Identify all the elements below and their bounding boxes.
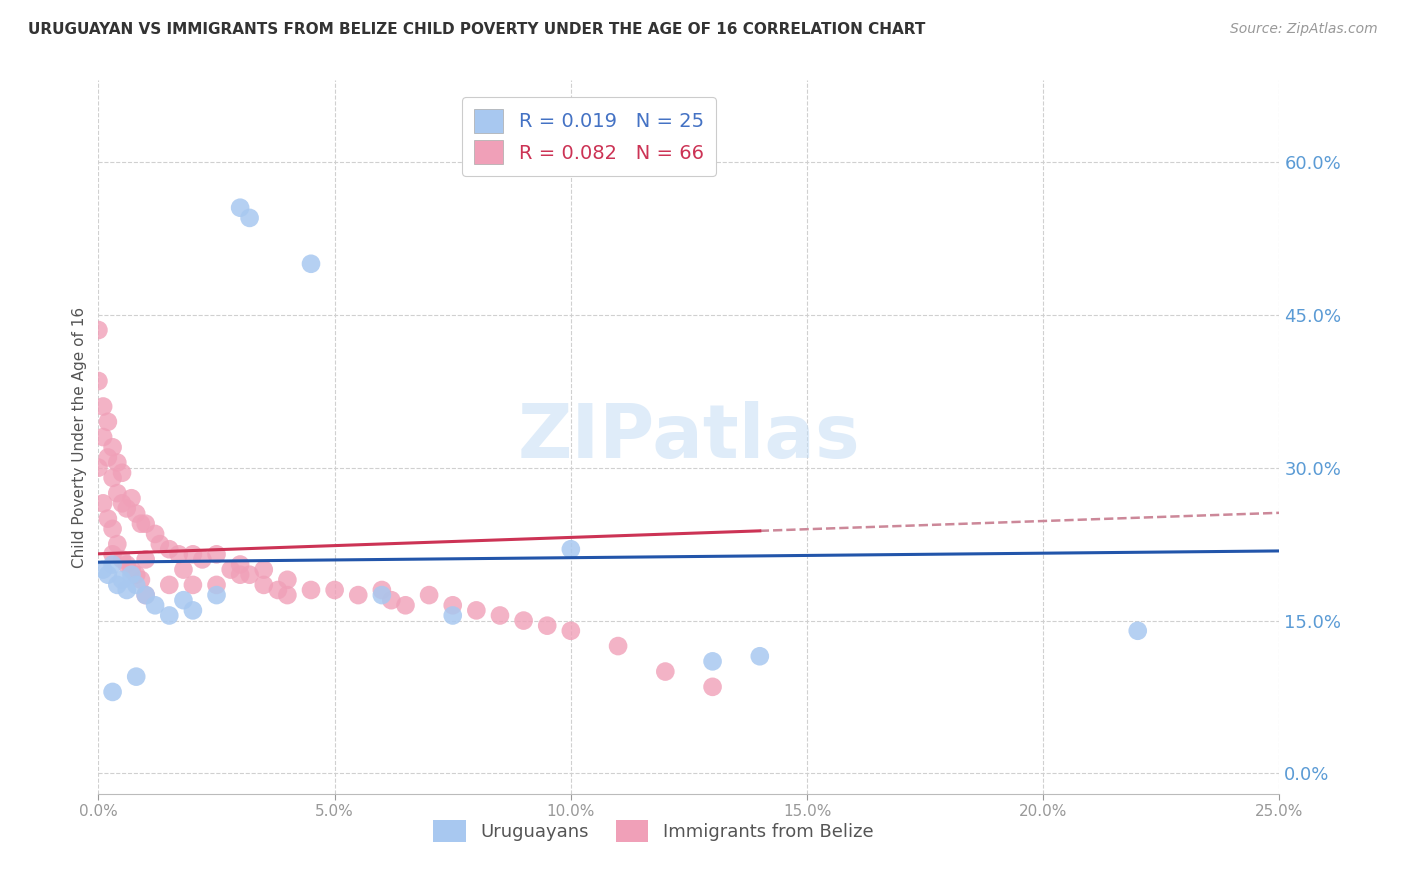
Text: URUGUAYAN VS IMMIGRANTS FROM BELIZE CHILD POVERTY UNDER THE AGE OF 16 CORRELATIO: URUGUAYAN VS IMMIGRANTS FROM BELIZE CHIL… — [28, 22, 925, 37]
Point — [101, 522, 124, 536]
Point — [157, 578, 180, 592]
Point — [371, 582, 394, 597]
Point — [105, 486, 128, 500]
Point — [299, 582, 322, 597]
Point — [115, 501, 138, 516]
Point — [205, 588, 228, 602]
Point — [205, 578, 228, 592]
Point — [91, 496, 114, 510]
Point — [512, 614, 534, 628]
Point — [172, 593, 194, 607]
Point — [465, 603, 488, 617]
Point — [135, 588, 157, 602]
Point — [105, 578, 128, 592]
Point — [219, 563, 242, 577]
Point — [276, 588, 298, 602]
Point — [441, 599, 464, 613]
Point — [323, 582, 346, 597]
Point — [299, 257, 322, 271]
Point — [1126, 624, 1149, 638]
Point — [191, 552, 214, 566]
Point — [181, 603, 204, 617]
Text: ZIPatlas: ZIPatlas — [517, 401, 860, 474]
Point — [87, 323, 110, 337]
Point — [91, 430, 114, 444]
Point — [253, 578, 276, 592]
Point — [489, 608, 512, 623]
Point — [560, 542, 582, 557]
Point — [253, 563, 276, 577]
Point — [536, 618, 558, 632]
Point — [229, 567, 252, 582]
Point — [135, 552, 157, 566]
Point — [129, 573, 152, 587]
Point — [267, 582, 290, 597]
Point — [748, 649, 770, 664]
Point — [111, 573, 134, 587]
Point — [276, 573, 298, 587]
Point — [181, 547, 204, 561]
Point — [101, 547, 124, 561]
Point — [149, 537, 172, 551]
Point — [121, 563, 143, 577]
Point — [239, 211, 262, 225]
Point — [111, 552, 134, 566]
Point — [125, 670, 148, 684]
Point — [97, 567, 120, 582]
Point — [125, 567, 148, 582]
Point — [97, 415, 120, 429]
Point — [702, 680, 724, 694]
Point — [101, 685, 124, 699]
Point — [91, 563, 114, 577]
Point — [121, 567, 143, 582]
Point — [135, 588, 157, 602]
Point — [167, 547, 190, 561]
Point — [115, 582, 138, 597]
Point — [115, 558, 138, 572]
Point — [441, 608, 464, 623]
Text: Source: ZipAtlas.com: Source: ZipAtlas.com — [1230, 22, 1378, 37]
Point — [205, 547, 228, 561]
Point — [105, 537, 128, 551]
Point — [702, 654, 724, 668]
Point — [394, 599, 416, 613]
Point — [229, 558, 252, 572]
Point — [229, 201, 252, 215]
Point — [157, 608, 180, 623]
Point — [129, 516, 152, 531]
Point — [101, 471, 124, 485]
Point — [371, 588, 394, 602]
Point — [125, 578, 148, 592]
Legend: Uruguayans, Immigrants from Belize: Uruguayans, Immigrants from Belize — [426, 813, 880, 849]
Point — [101, 440, 124, 454]
Point — [172, 563, 194, 577]
Y-axis label: Child Poverty Under the Age of 16: Child Poverty Under the Age of 16 — [72, 307, 87, 567]
Point — [101, 558, 124, 572]
Point — [87, 460, 110, 475]
Point — [111, 496, 134, 510]
Point — [135, 516, 157, 531]
Point — [380, 593, 402, 607]
Point — [239, 567, 262, 582]
Point — [143, 599, 166, 613]
Point — [91, 400, 114, 414]
Point — [87, 374, 110, 388]
Point — [97, 450, 120, 465]
Point — [181, 578, 204, 592]
Point — [347, 588, 370, 602]
Point — [125, 507, 148, 521]
Point — [143, 527, 166, 541]
Point — [121, 491, 143, 506]
Point — [560, 624, 582, 638]
Point — [157, 542, 180, 557]
Point — [418, 588, 440, 602]
Point — [111, 466, 134, 480]
Point — [654, 665, 676, 679]
Point — [105, 456, 128, 470]
Point — [97, 511, 120, 525]
Point — [607, 639, 630, 653]
